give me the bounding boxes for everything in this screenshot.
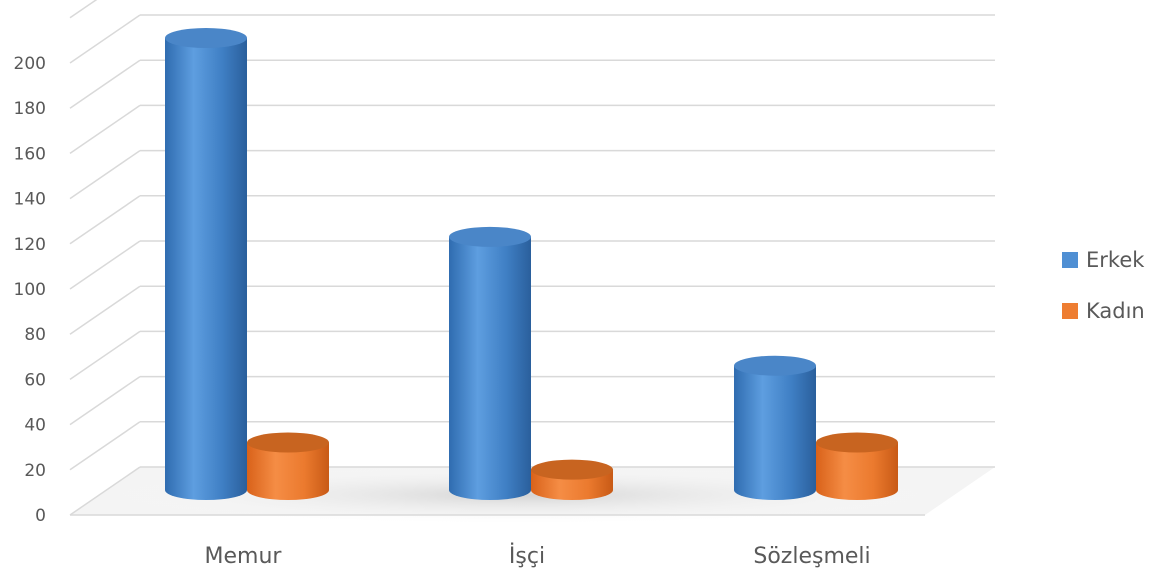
gridline-diagonal bbox=[69, 14, 141, 64]
bar-erkek-3 bbox=[734, 355, 816, 500]
bar-top bbox=[247, 432, 329, 453]
bars bbox=[165, 28, 898, 500]
y-tick-label: 80 bbox=[24, 325, 46, 345]
bar-body bbox=[449, 236, 531, 500]
legend-swatch-kadın bbox=[1062, 303, 1078, 319]
bar-kadın-2 bbox=[531, 459, 613, 500]
gridline-diagonal bbox=[69, 421, 141, 471]
y-tick-label: 20 bbox=[24, 461, 46, 481]
bar-top bbox=[531, 459, 613, 480]
x-tick-label: Sözleşmeli bbox=[753, 544, 870, 569]
y-tick-label: 60 bbox=[24, 370, 46, 390]
gridline-diagonal bbox=[69, 330, 141, 381]
legend-label-kadın: Kadın bbox=[1086, 299, 1145, 323]
y-tick-label: 180 bbox=[14, 99, 46, 119]
y-tick-label: 0 bbox=[35, 506, 46, 526]
bar-body bbox=[247, 442, 329, 500]
x-tick-label: Memur bbox=[205, 544, 283, 569]
bar-top bbox=[449, 226, 531, 247]
legend-label-erkek: Erkek bbox=[1086, 248, 1145, 272]
y-tick-label: 160 bbox=[14, 144, 46, 164]
bar-top bbox=[165, 28, 247, 48]
bar-body bbox=[165, 38, 247, 500]
gridline-diagonal bbox=[69, 104, 141, 155]
bar-top bbox=[734, 355, 816, 376]
bar-top bbox=[816, 432, 898, 453]
legend-swatch-erkek bbox=[1062, 252, 1078, 268]
gridline-diagonal bbox=[69, 149, 141, 200]
x-tick-label: İşçi bbox=[509, 543, 545, 569]
y-axis: 0 20 40 60 80 100 120 140 160 180 200 bbox=[14, 54, 46, 526]
gridline-diagonal bbox=[69, 59, 141, 109]
y-tick-label: 140 bbox=[14, 190, 46, 210]
gridline-diagonal bbox=[69, 375, 141, 426]
bar-body bbox=[816, 442, 898, 500]
y-tick-label: 40 bbox=[24, 416, 46, 436]
legend: Erkek Kadın bbox=[1062, 248, 1145, 323]
bar-erkek-2 bbox=[449, 226, 531, 500]
x-axis: Memur İşçi Sözleşmeli bbox=[205, 543, 871, 569]
gridline-diagonal bbox=[69, 466, 141, 516]
y-tick-label: 100 bbox=[14, 280, 46, 300]
gridline-diagonal bbox=[69, 195, 141, 245]
bar-erkek-1 bbox=[165, 28, 247, 500]
bar-kadın-1 bbox=[247, 432, 329, 500]
y-tick-label: 200 bbox=[14, 54, 46, 74]
gridline-diagonal bbox=[69, 240, 141, 290]
bar-body bbox=[734, 365, 816, 500]
gridline-diagonal bbox=[69, 285, 141, 335]
y-tick-label: 120 bbox=[14, 235, 46, 255]
gridline-diagonal bbox=[69, 0, 98, 19]
bar-kadın-3 bbox=[816, 432, 898, 500]
gridlines bbox=[69, 0, 995, 516]
